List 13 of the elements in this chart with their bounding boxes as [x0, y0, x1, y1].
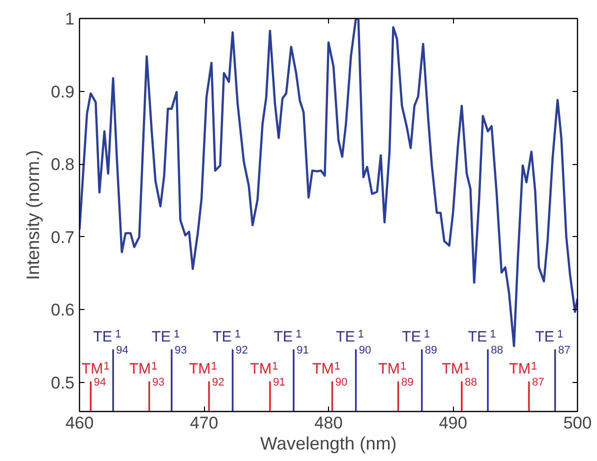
x-axis-title: Wavelength (nm) — [260, 434, 397, 454]
x-tick-label: 480 — [314, 414, 343, 432]
y-tick-label: 1 — [65, 10, 75, 28]
x-tick-label: 500 — [563, 414, 592, 432]
y-tick-label: 0.7 — [50, 228, 75, 247]
x-tick-label: 490 — [438, 414, 468, 432]
y-tick-label: 0.6 — [50, 300, 75, 320]
y-axis-title: Intensity (norm.) — [22, 150, 43, 280]
x-tick-label: 470 — [190, 414, 218, 432]
y-tick-label: 0.9 — [50, 82, 75, 102]
y-tick-label: 0.5 — [50, 373, 75, 392]
y-tick-label: 0.8 — [50, 155, 75, 174]
x-tick-label: 460 — [65, 414, 94, 432]
